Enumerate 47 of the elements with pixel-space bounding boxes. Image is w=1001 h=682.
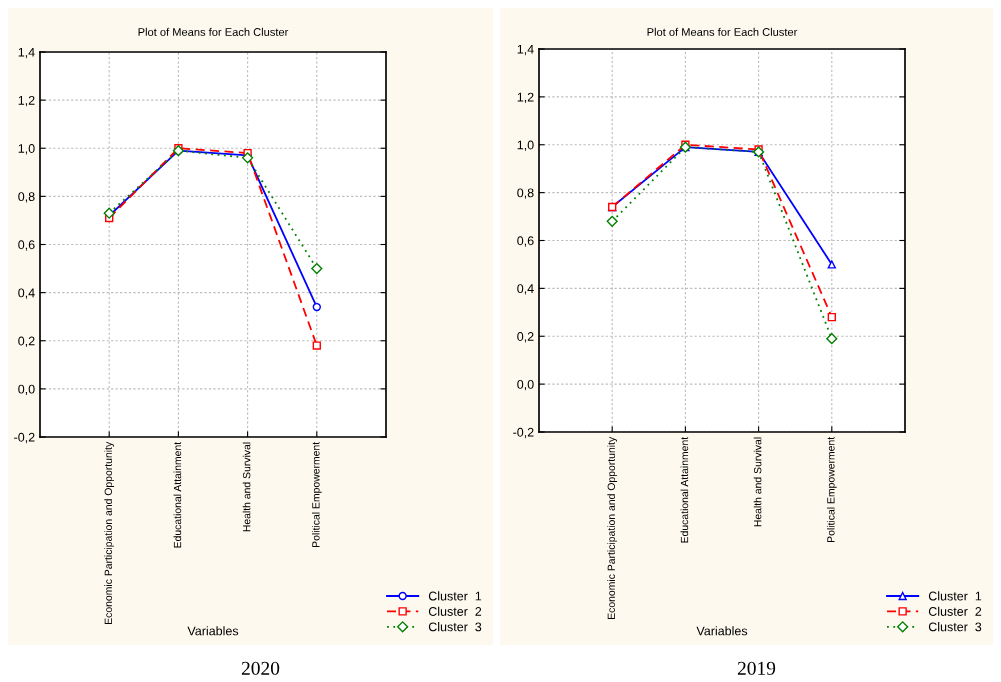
x-tick-label: Political Empowerment — [311, 441, 322, 547]
legend-label: Cluster 1 — [928, 591, 982, 601]
y-tick-label: 0,2 — [517, 332, 534, 343]
legend-label: Cluster 2 — [928, 606, 982, 616]
legend-label: Cluster 1 — [428, 591, 482, 601]
y-tick-label: 1,2 — [517, 92, 534, 103]
y-tick-label: 0,6 — [517, 236, 534, 247]
point — [312, 302, 321, 312]
y-tick-label: 0,0 — [18, 384, 35, 395]
y-tick-label: 0,8 — [18, 192, 35, 203]
point — [103, 207, 115, 219]
point — [827, 260, 836, 269]
legend-label: Cluster 3 — [428, 622, 482, 632]
x-tick-label: Health and Survival — [242, 442, 251, 532]
x-tick-label: Health and Survival — [753, 437, 762, 527]
x-axis-title: Variables — [696, 626, 748, 636]
y-tick-label: 0,0 — [517, 379, 534, 391]
point — [826, 333, 838, 345]
legend-label: Cluster 2 — [428, 606, 482, 616]
y-tick-label: 1,0 — [517, 140, 534, 151]
point — [311, 262, 323, 275]
point — [312, 341, 321, 350]
x-tick-label: Economic Participation and Opportunity — [104, 441, 115, 624]
y-tick-label: 0,4 — [18, 288, 35, 299]
text: 2020 — [241, 661, 280, 675]
chart-title: Plot of Means for Each Cluster — [138, 27, 289, 36]
text: 2019 — [737, 661, 776, 675]
x-axis-title: Variables — [187, 626, 239, 636]
chart-title: Plot of Means for Each Cluster — [647, 27, 798, 36]
point — [241, 152, 254, 164]
y-tick-label: 0,8 — [517, 188, 534, 199]
y-tick-label: 1,4 — [18, 47, 35, 59]
y-tick-label: 0,4 — [517, 284, 534, 295]
x-tick-label: Political Empowerment — [826, 436, 837, 542]
y-tick-label: -0,2 — [14, 432, 35, 444]
y-tick-label: 0,2 — [18, 336, 35, 347]
y-tick-label: 1,2 — [18, 95, 35, 107]
x-tick-label: Educational Attainment — [680, 436, 689, 543]
y-tick-label: 1,4 — [517, 44, 534, 56]
x-tick-label: Economic Participation and Opportunity — [607, 436, 618, 619]
legend-label: Cluster 3 — [928, 622, 982, 632]
point — [606, 215, 618, 227]
y-tick-label: -0,2 — [513, 427, 534, 439]
y-tick-label: 0,6 — [18, 240, 35, 251]
x-tick-label: Educational Attainment — [173, 441, 182, 548]
y-tick-label: 1,0 — [18, 144, 35, 155]
point — [827, 312, 836, 322]
